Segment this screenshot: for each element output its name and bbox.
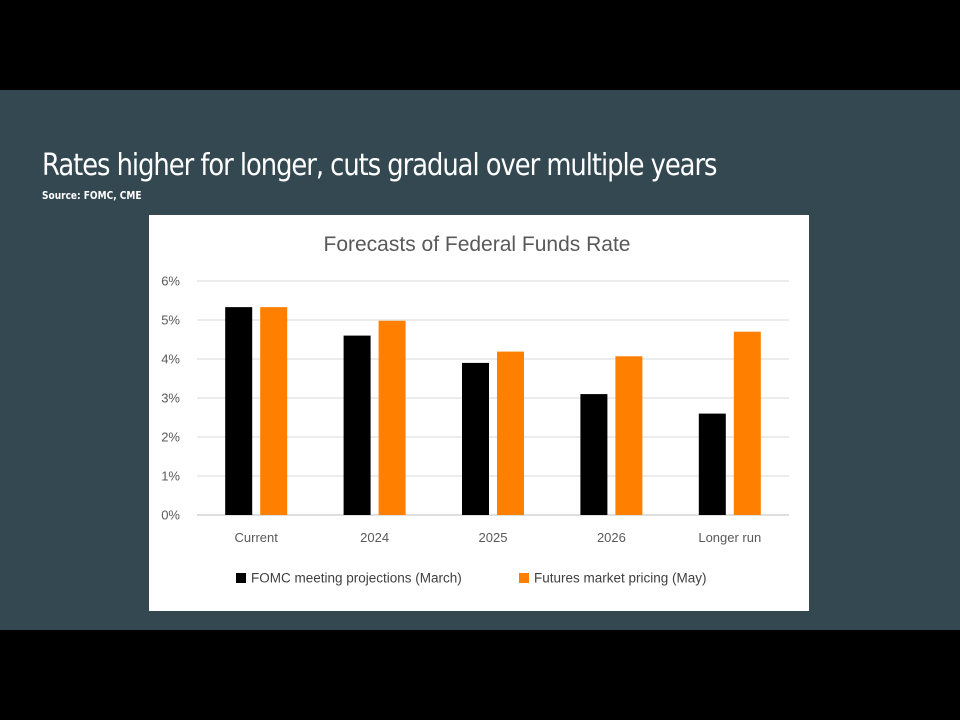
x-tick-label: 2026 <box>597 530 626 545</box>
slide-source: Source: FOMC, CME <box>42 189 142 202</box>
bar-futures <box>497 351 524 515</box>
y-tick-label: 5% <box>161 313 180 328</box>
gridlines <box>197 280 789 516</box>
x-tick-label: Current <box>235 530 279 545</box>
x-axis-ticks: Current 2024 2025 2026 Longer run <box>235 530 762 545</box>
y-tick-label: 0% <box>161 508 180 523</box>
bar-futures <box>615 356 643 515</box>
y-tick-label: 6% <box>161 274 180 289</box>
bar-fomc <box>580 394 608 515</box>
y-axis-ticks: 0% 1% 2% 3% 4% 5% 6% <box>161 274 180 523</box>
legend: FOMC meeting projections (March) Futures … <box>236 571 707 586</box>
bar-futures <box>378 320 406 515</box>
y-tick-label: 2% <box>161 430 180 445</box>
x-tick-label: 2024 <box>360 530 389 545</box>
bar-futures <box>260 307 288 515</box>
bars <box>225 307 761 515</box>
bar-fomc <box>225 307 253 515</box>
y-tick-label: 1% <box>161 469 180 484</box>
chart-title: Forecasts of Federal Funds Rate <box>324 233 631 256</box>
chart-panel: Forecasts of Federal Funds Rate 0% 1% 2% 3%… <box>149 215 809 611</box>
bar-fomc <box>343 335 371 515</box>
legend-swatch <box>236 573 246 583</box>
slide-title: Rates higher for longer, cuts gradual ov… <box>42 148 717 183</box>
legend-swatch <box>519 573 529 583</box>
legend-label: FOMC meeting projections (March) <box>251 571 462 586</box>
bar-chart: Forecasts of Federal Funds Rate 0% 1% 2% 3%… <box>161 233 789 586</box>
slide: Rates higher for longer, cuts gradual ov… <box>0 90 960 630</box>
bar-futures <box>733 331 761 515</box>
y-tick-label: 4% <box>161 352 180 367</box>
y-tick-label: 3% <box>161 391 180 406</box>
x-tick-label: Longer run <box>698 530 761 545</box>
bar-fomc <box>698 413 726 515</box>
legend-label: Futures market pricing (May) <box>534 571 707 586</box>
x-tick-label: 2025 <box>479 530 508 545</box>
bar-fomc <box>462 362 489 515</box>
